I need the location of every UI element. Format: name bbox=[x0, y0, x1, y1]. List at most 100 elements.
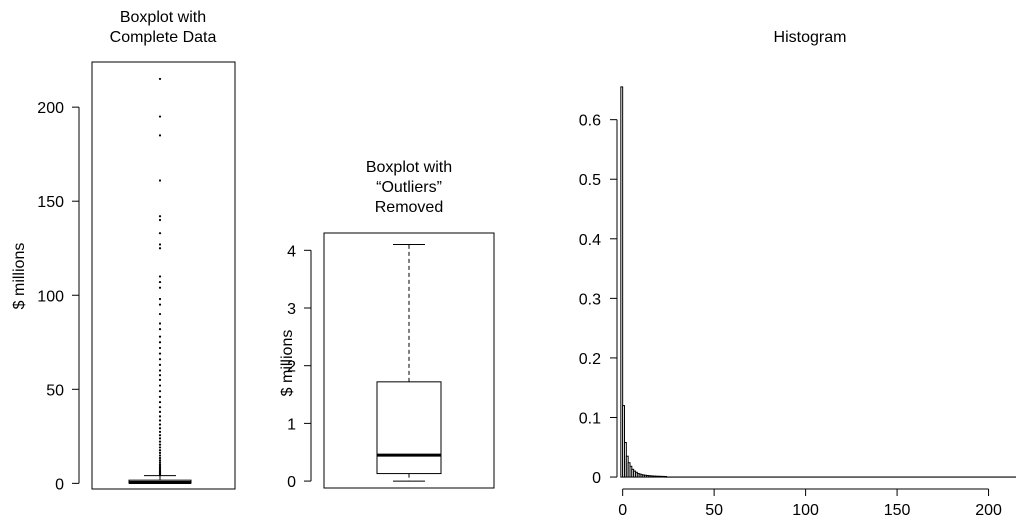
outlier-point bbox=[158, 456, 162, 460]
outlier-point bbox=[158, 352, 162, 355]
outlier-point bbox=[158, 406, 162, 409]
boxplot-complete-panel: Boxplot with Complete Data $ millions 0 5… bbox=[11, 9, 236, 493]
boxplot-trimmed-panel: Boxplot with “Outliers” Removed $ millio… bbox=[279, 159, 495, 491]
outlier-point bbox=[158, 346, 162, 350]
outlier-point bbox=[158, 115, 162, 118]
boxplot-trimmed-title-line3: Removed bbox=[375, 199, 443, 216]
outlier-point bbox=[158, 312, 162, 316]
y-tick-label: 0.1 bbox=[579, 410, 601, 427]
outlier-point bbox=[158, 275, 162, 278]
y-tick-label: 0 bbox=[55, 476, 64, 493]
y-tick-label: 50 bbox=[46, 382, 64, 399]
outlier-point bbox=[158, 463, 162, 466]
outlier-point bbox=[158, 430, 162, 433]
boxplot-complete-box bbox=[128, 475, 192, 485]
histogram-bar bbox=[620, 86, 624, 478]
boxplot-trimmed-box bbox=[376, 244, 442, 482]
outlier-point bbox=[158, 297, 162, 301]
y-tick-label: 0 bbox=[592, 470, 601, 487]
boxplot-trimmed-title-line1: Boxplot with bbox=[366, 159, 452, 176]
outlier-point bbox=[158, 434, 162, 437]
outlier-point bbox=[158, 467, 162, 470]
outlier-point bbox=[158, 446, 162, 449]
outlier-point bbox=[158, 341, 162, 344]
y-tick-label: 0.5 bbox=[579, 172, 601, 189]
iqr-box bbox=[376, 381, 442, 475]
histogram-title: Histogram bbox=[774, 29, 847, 46]
outlier-point bbox=[158, 358, 162, 361]
y-tick-label: 0.4 bbox=[579, 232, 601, 249]
y-tick-label: 100 bbox=[37, 288, 64, 305]
outlier-point bbox=[158, 427, 162, 430]
boxplot-complete-y-axis: 0 50 100 150 200 bbox=[37, 100, 80, 493]
boxplot-complete-title-line1: Boxplot with bbox=[120, 9, 206, 26]
boxplot-complete-frame bbox=[91, 61, 236, 490]
outlier-point bbox=[158, 443, 162, 446]
outlier-point bbox=[158, 328, 162, 331]
outlier-point bbox=[158, 461, 162, 464]
outlier-point bbox=[158, 243, 162, 246]
outlier-point bbox=[158, 363, 162, 366]
y-tick-label: 0.2 bbox=[579, 351, 601, 368]
outlier-point bbox=[158, 410, 162, 413]
histogram-bar bbox=[622, 405, 625, 478]
boxplot-trimmed-ylabel: $ millions bbox=[279, 330, 296, 397]
outlier-point bbox=[158, 449, 162, 452]
outlier-point bbox=[158, 77, 162, 81]
histogram-panel: Histogram 0 0.1 0.2 0.3 0.4 0.5 0.6 0 50 100 150 2… bbox=[579, 29, 1016, 519]
outlier-point bbox=[158, 215, 162, 218]
outlier-point bbox=[158, 303, 162, 306]
y-tick-label: 2 bbox=[287, 359, 296, 376]
outlier-point bbox=[158, 286, 162, 289]
outlier-point bbox=[158, 369, 162, 372]
y-tick-label: 3 bbox=[287, 301, 296, 318]
outlier-point bbox=[158, 218, 162, 222]
boxplot-trimmed-y-axis: 0 1 2 3 4 bbox=[287, 243, 312, 491]
boxplot-complete-ylabel: $ millions bbox=[11, 243, 28, 310]
boxplot-complete-outliers bbox=[158, 77, 162, 477]
x-tick-label: 0 bbox=[618, 502, 627, 519]
y-tick-label: 1 bbox=[287, 416, 296, 433]
x-tick-label: 100 bbox=[792, 502, 819, 519]
x-tick-label: 200 bbox=[975, 502, 1002, 519]
y-tick-label: 4 bbox=[287, 243, 296, 260]
y-tick-label: 200 bbox=[37, 100, 64, 117]
outlier-point bbox=[158, 415, 162, 418]
y-tick-label: 0 bbox=[287, 474, 296, 491]
outlier-point bbox=[158, 134, 162, 137]
histogram-y-axis: 0 0.1 0.2 0.3 0.4 0.5 0.6 bbox=[579, 113, 618, 487]
boxplot-complete-title-line2: Complete Data bbox=[110, 29, 217, 46]
x-tick-label: 150 bbox=[884, 502, 911, 519]
outlier-point bbox=[158, 423, 162, 426]
outlier-point bbox=[158, 280, 162, 284]
histogram-x-axis: 0 50 100 150 200 bbox=[618, 488, 1002, 519]
outlier-point bbox=[158, 390, 162, 393]
outlier-point bbox=[158, 378, 162, 381]
outlier-point bbox=[158, 400, 162, 404]
histogram-bars bbox=[620, 86, 1016, 478]
outlier-point bbox=[158, 247, 162, 250]
outlier-point bbox=[158, 451, 162, 454]
outlier-point bbox=[158, 232, 162, 235]
outlier-point bbox=[158, 440, 162, 443]
outlier-point bbox=[158, 335, 162, 338]
outlier-point bbox=[158, 437, 162, 440]
outlier-point bbox=[158, 374, 162, 377]
outlier-point bbox=[158, 454, 162, 457]
outlier-point bbox=[158, 459, 162, 462]
boxplot-trimmed-title-line2: “Outliers” bbox=[376, 179, 442, 196]
boxplot-trimmed-frame bbox=[323, 232, 495, 489]
y-tick-label: 0.3 bbox=[579, 291, 601, 308]
outlier-point bbox=[158, 464, 162, 467]
outlier-point bbox=[158, 384, 162, 387]
outlier-point bbox=[158, 419, 162, 422]
histogram-bar bbox=[664, 476, 668, 478]
outlier-point bbox=[158, 395, 162, 398]
y-tick-label: 150 bbox=[37, 194, 64, 211]
y-tick-label: 0.6 bbox=[579, 113, 601, 130]
outlier-point bbox=[158, 179, 162, 182]
outlier-point bbox=[158, 466, 162, 469]
outlier-point bbox=[158, 322, 162, 325]
x-tick-label: 50 bbox=[705, 502, 723, 519]
